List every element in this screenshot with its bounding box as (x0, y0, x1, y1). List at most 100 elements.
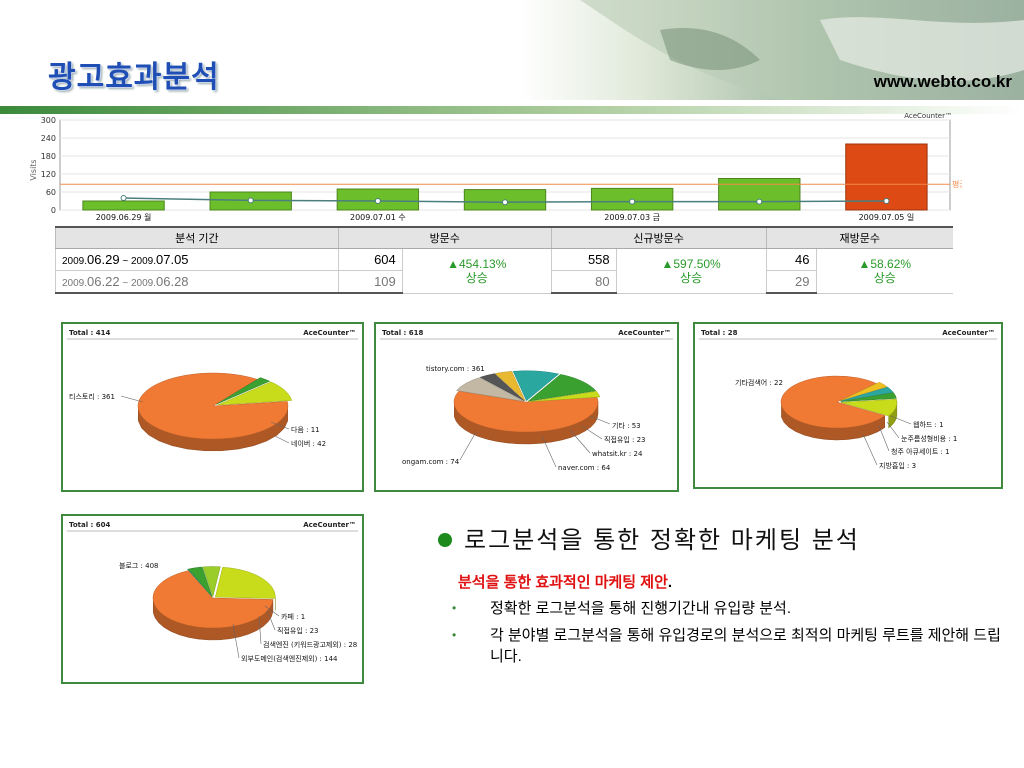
pie-slice (512, 370, 560, 402)
bullet-mark-icon: • (452, 601, 457, 615)
new-visits-change: ▲597.50% 상승 (615, 248, 767, 294)
pie-slice-label: 블로그 : 408 (119, 561, 159, 570)
header-photo (520, 0, 1024, 100)
pie-slice (455, 377, 524, 402)
pie-slice (186, 568, 212, 597)
pie-leader-line (890, 415, 912, 425)
pie-leader-line (266, 609, 276, 631)
line-point (120, 195, 127, 201)
line-point (502, 199, 508, 206)
line-point (883, 198, 890, 204)
x-tick-label: 2009.06.29 월 (96, 212, 152, 222)
y-tick-label: 180 (41, 152, 56, 161)
visits-change: ▲454.13% 상승 (401, 248, 552, 294)
pie-chart-2-box: Total : 618 AceCounter™ tistory.com : 361 기… (374, 322, 679, 492)
bullet-section: 로그분석을 통한 정확한 마케팅 분석 분석을 통한 효과적인 마케팅 제안. … (438, 520, 1008, 667)
stats-table: 분석 기간 방문수 신규방문수 재방문수 2009.06.29 ~ 2009.0… (55, 226, 953, 294)
pie-total-label: Total : 414 (69, 329, 111, 337)
pie-leader-line (120, 395, 144, 403)
pie-slice (840, 386, 894, 402)
return-visits-previous: 29 (765, 270, 817, 294)
pie-slice-label: 기타 : 53 (612, 421, 641, 430)
pie-slice (840, 392, 897, 402)
pie-leader-line (878, 425, 890, 452)
pie-slice (187, 566, 213, 597)
pie-leader-line (541, 435, 557, 468)
pie-slice-label: 직접유입 : 23 (604, 435, 645, 444)
y-tick-label: 0 (51, 206, 56, 215)
bullet-item-1: • 정확한 로그분석을 통해 진행기간내 유입량 분석. (452, 600, 792, 617)
return-visits-change: ▲58.62% 상승 (815, 248, 953, 294)
pie-slice-label: 카페 : 1 (281, 612, 305, 621)
main-bullet: 로그분석을 통한 정확한 마케팅 분석 (438, 520, 1008, 555)
bullet-mark-icon: • (452, 628, 457, 642)
pie-chart-3-box: Total : 28 AceCounter™ 기타검색어 : 22 웹하드 : 1 눈주… (693, 322, 1003, 489)
pie-brand: AceCounter™ (303, 521, 356, 529)
x-tick-label: 2009.07.01 수 (350, 213, 406, 222)
pie-slice (527, 374, 597, 402)
pie-brand: AceCounter™ (942, 329, 995, 337)
header-new-visits: 신규방문수 (550, 226, 767, 249)
bar (718, 178, 801, 211)
pie-total-label: Total : 28 (701, 329, 738, 337)
pie-slice (217, 381, 293, 406)
average-label: 평균 (952, 179, 962, 189)
pie-slice (528, 391, 601, 402)
bullet-item-2: • 각 분야별 로그분석을 통해 유입경로의 분석으로 최적의 마케팅 루트를 제… (452, 627, 1001, 665)
header-return-visits: 재방문수 (765, 226, 953, 249)
pie-slice (780, 375, 886, 441)
pie-leader-line (569, 429, 591, 454)
pie-slice-label: 네이버 : 42 (291, 439, 326, 448)
pie-brand: AceCounter™ (618, 329, 671, 337)
line-point (374, 198, 381, 204)
visits-current: 604 (337, 248, 403, 271)
pie-slice (214, 566, 276, 611)
pie-leader-line (258, 615, 262, 645)
line-point (629, 198, 636, 205)
pie-slice-label: whatsit.kr : 24 (592, 450, 643, 458)
bar (82, 200, 165, 211)
pie-leader-line (270, 421, 290, 430)
pie-leader-line (232, 623, 240, 659)
pie-slice (479, 373, 525, 402)
pie-slice-label: 티스토리 : 361 (69, 392, 115, 401)
header-divider (0, 101, 1024, 114)
pie-leader-line (459, 431, 477, 461)
pie-slice-label: 기타검색어 : 22 (735, 378, 783, 387)
red-subtitle: 분석을 통한 효과적인 마케팅 제안. (458, 574, 673, 591)
pie-slice-label: 직접유입 : 23 (277, 626, 318, 635)
pie-leader-line (581, 425, 603, 440)
pie-slice-label: 다음 : 11 (291, 425, 320, 434)
y-tick-label: 120 (41, 170, 56, 179)
website-url: www.webto.co.kr (873, 72, 1012, 91)
pie-slice (137, 372, 289, 452)
pie-chart-4-box: Total : 604 AceCounter™ 블로그 : 408 카페 : 1 직접유… (61, 514, 364, 684)
line-point (247, 197, 254, 204)
pie-slice (152, 570, 274, 641)
pie-leader-line (589, 415, 611, 425)
y-tick-label: 300 (41, 116, 56, 125)
bar (845, 143, 928, 211)
pie-slice (216, 377, 271, 405)
chart-brand: AceCounter™ (904, 112, 952, 120)
header-period: 분석 기간 (55, 226, 339, 249)
period-previous: 2009.06.22 ~ 2009.06.28 (55, 270, 339, 294)
pie-slice-label: naver.com : 64 (558, 464, 611, 472)
period-current: 2009.06.29 ~ 2009.07.05 (55, 248, 339, 271)
pie-slice-label: 눈주름성형비용 : 1 (901, 434, 957, 443)
pie-slice (839, 381, 888, 402)
bullet-dot-icon (438, 532, 452, 547)
pie-slice-label: 검색엔진 (키워드광고제외) : 28 (263, 640, 357, 649)
pie-slice (202, 566, 221, 598)
pie-brand: AceCounter™ (303, 329, 356, 337)
x-tick-label: 2009.07.03 금 (604, 213, 660, 222)
pie-leader-line (886, 421, 900, 439)
pie-slice-label: 지방흡입 : 3 (879, 461, 916, 470)
pie-slice-label: 외부도메인(검색엔진제외) : 144 (241, 654, 338, 663)
page-title: 광고효과분석 (48, 60, 220, 95)
table-row: 2009.06.22 ~ 2009.06.28 109 80 29 (55, 270, 954, 294)
line-point (756, 198, 763, 205)
pie-leader-line (264, 605, 280, 617)
pie-total-label: Total : 618 (382, 329, 424, 337)
new-visits-previous: 80 (550, 270, 617, 294)
